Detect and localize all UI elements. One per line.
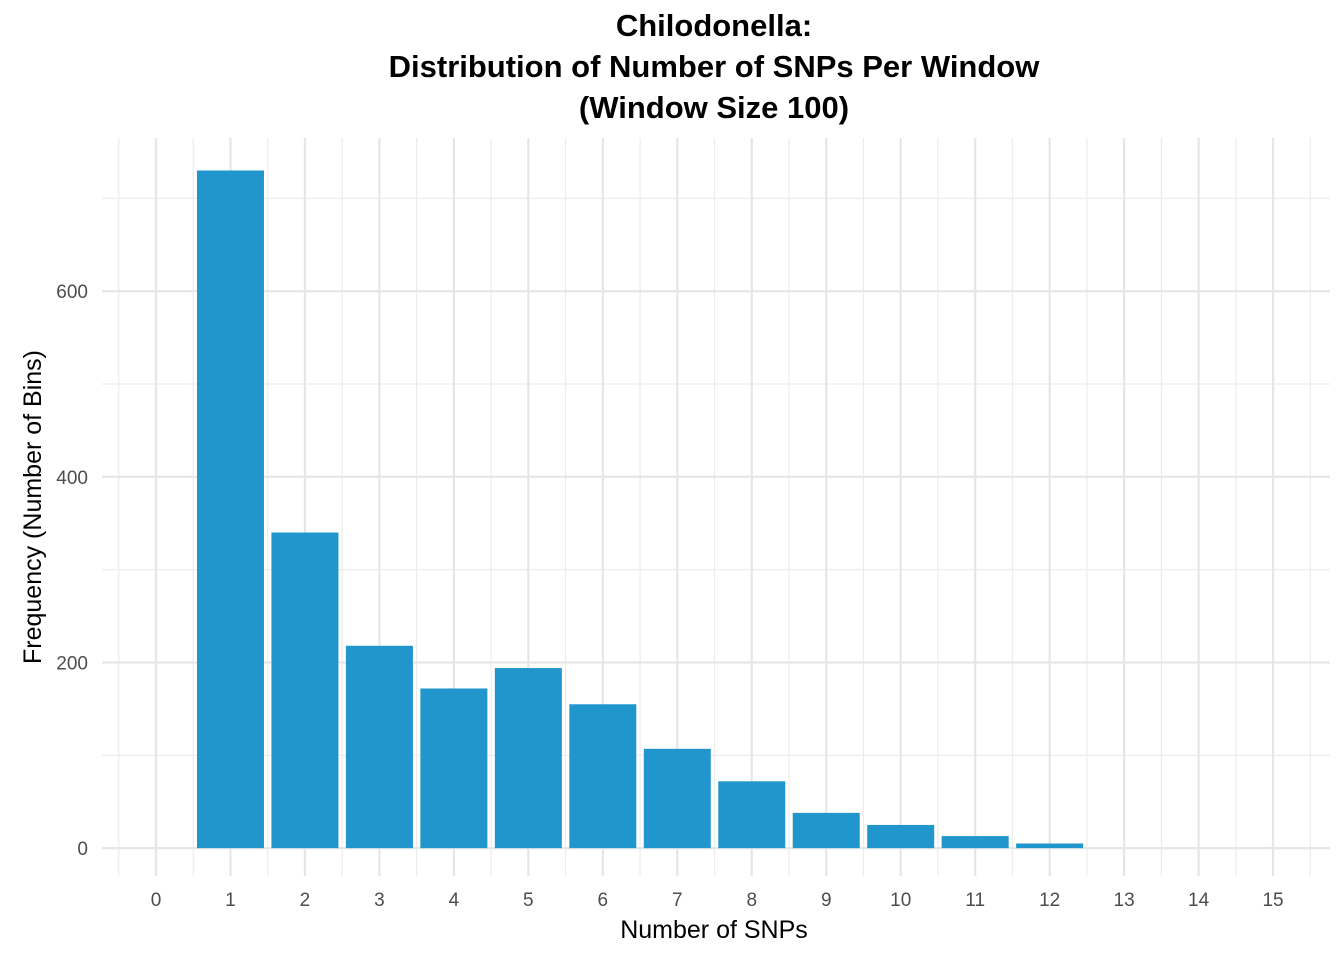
bar <box>494 668 562 849</box>
bar <box>941 836 1009 849</box>
bar <box>1016 843 1084 849</box>
x-tick-label: 1 <box>225 890 236 911</box>
x-tick-label: 2 <box>300 890 311 911</box>
chart-title: Chilodonella: Distribution of Number of … <box>389 8 1041 125</box>
x-axis-tick-labels: 0 1 2 3 4 5 6 7 8 9 10 11 12 13 14 15 <box>151 890 1284 911</box>
x-tick-label: 12 <box>1039 890 1060 911</box>
y-tick-label: 200 <box>56 653 88 674</box>
minor-gridlines-x <box>118 138 1311 876</box>
y-axis-tick-labels: 0 200 400 600 <box>56 282 88 860</box>
x-tick-label: 15 <box>1262 890 1283 911</box>
x-tick-label: 6 <box>598 890 609 911</box>
bar <box>867 824 935 849</box>
bar <box>271 532 339 849</box>
bar <box>643 748 711 849</box>
chart-title-line-2: Distribution of Number of SNPs Per Windo… <box>389 49 1041 84</box>
bar <box>569 704 637 849</box>
bar <box>345 645 413 849</box>
x-tick-label: 7 <box>672 890 683 911</box>
x-tick-label: 3 <box>374 890 385 911</box>
x-tick-label: 4 <box>449 890 460 911</box>
bar <box>718 781 786 849</box>
x-tick-label: 14 <box>1188 890 1210 911</box>
x-tick-label: 13 <box>1114 890 1135 911</box>
chart-title-line-1: Chilodonella: <box>616 8 812 43</box>
bar <box>792 812 860 849</box>
y-tick-label: 600 <box>56 282 88 303</box>
x-tick-label: 10 <box>890 890 911 911</box>
y-tick-label: 400 <box>56 468 88 489</box>
x-tick-label: 8 <box>746 890 757 911</box>
x-tick-label: 11 <box>965 890 985 911</box>
bars <box>196 170 1084 849</box>
bar <box>196 170 264 849</box>
x-tick-label: 0 <box>151 890 162 911</box>
x-axis-title: Number of SNPs <box>620 916 808 944</box>
y-axis-title: Frequency (Number of Bins) <box>19 350 47 664</box>
x-tick-label: 5 <box>523 890 534 911</box>
x-tick-label: 9 <box>821 890 832 911</box>
chart-title-line-3: (Window Size 100) <box>579 90 849 125</box>
y-tick-label: 0 <box>77 839 88 860</box>
bar <box>420 688 488 849</box>
